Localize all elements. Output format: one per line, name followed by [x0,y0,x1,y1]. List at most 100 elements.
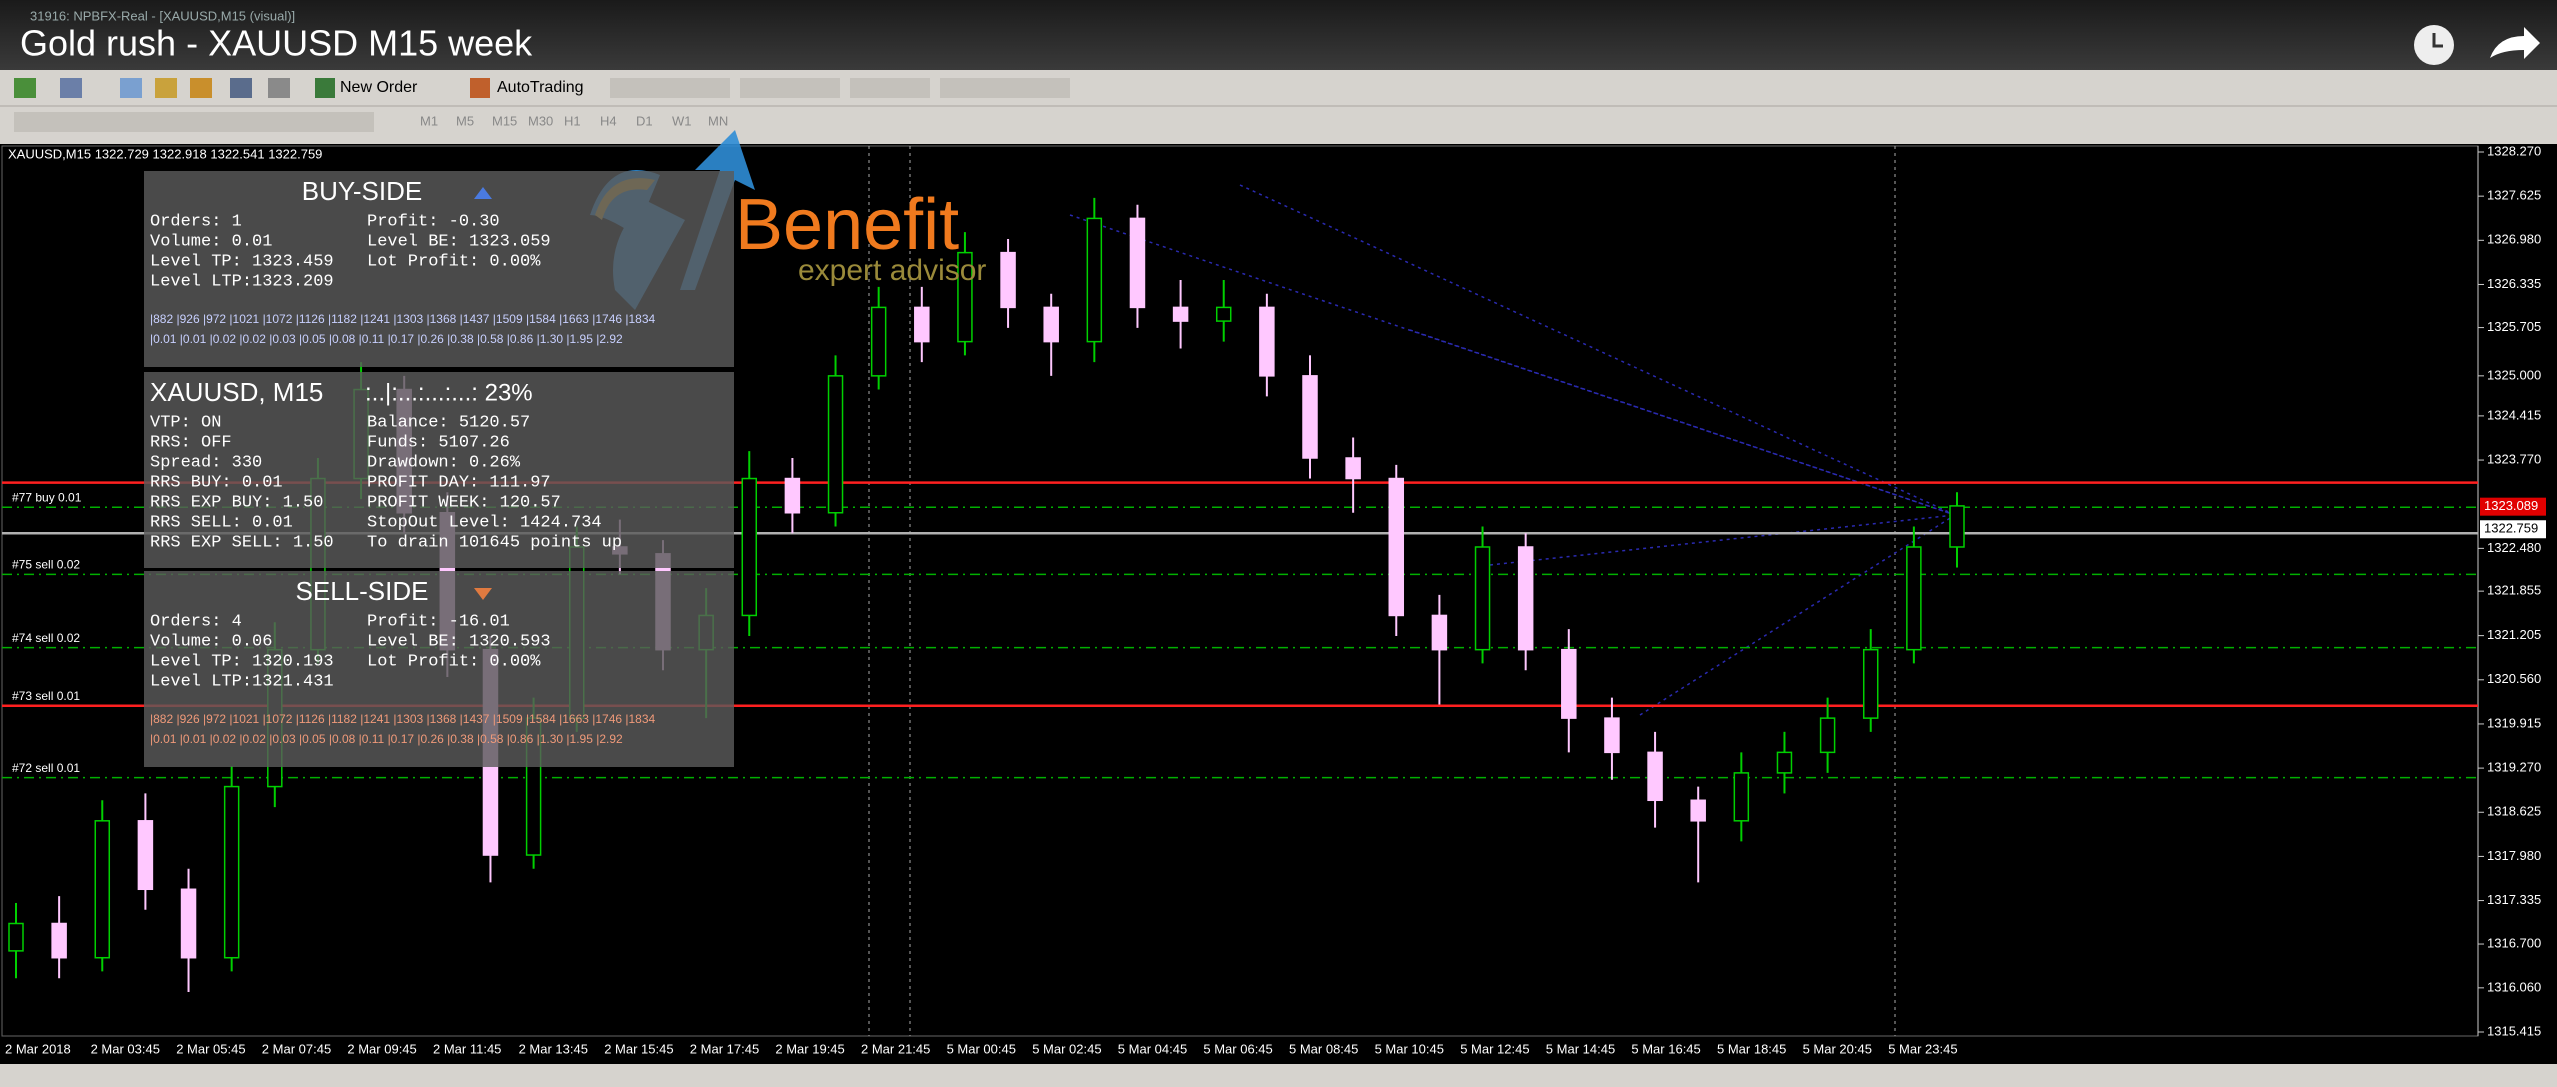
share-icon[interactable] [2490,27,2540,59]
y-tick-label: 1328.270 [2487,143,2541,158]
x-tick-label: 5 Mar 02:45 [1032,1041,1101,1056]
panel-field: Profit: -16.01 [367,612,510,631]
panel-field: Profit: -0.30 [367,212,500,231]
panel-title: XAUUSD, M15 [150,377,323,407]
timeframe-button[interactable]: M30 [528,113,553,128]
trade-link [1239,184,1956,516]
candle-body [223,785,240,959]
tool-icon[interactable] [230,78,252,98]
panel-field: VTP: ON [150,413,221,432]
x-tick-label: 2 Mar 19:45 [775,1041,844,1056]
panel-field: Volume: 0.01 [150,232,272,251]
timeframe-button[interactable]: M5 [456,113,474,128]
trade-link [1639,514,1956,716]
y-tick-label: 1316.060 [2487,979,2541,994]
indicator-buttons[interactable] [940,78,1070,98]
panel-field: Spread: 330 [150,453,262,472]
sell-arrow [474,588,492,600]
x-tick-label: 5 Mar 08:45 [1289,1041,1358,1056]
x-tick-label: 5 Mar 06:45 [1203,1041,1272,1056]
logo-tagline: expert advisor [798,254,986,287]
y-tick-label: 1315.415 [2487,1023,2541,1038]
tool-icon[interactable] [190,78,212,98]
timeframe-button[interactable]: H1 [564,113,581,128]
y-tick-label: 1316.700 [2487,935,2541,950]
candle-body [1561,648,1577,719]
candle-body [1517,546,1534,651]
x-tick-label: 2 Mar 21:45 [861,1041,930,1056]
chart-type-buttons[interactable] [610,78,730,98]
y-tick-label: 1320.560 [2487,671,2541,686]
candle-body [1862,648,1879,719]
x-tick-label: 2 Mar 2018 [5,1041,71,1056]
trade-arrows [1069,184,1956,716]
y-tick-label: 1321.855 [2487,583,2541,598]
panel-field: StopOut Level: 1424.734 [367,513,602,532]
panel-field: Balance: 5120.57 [367,413,530,432]
order-label: #77 buy 0.01 [12,490,82,504]
drawing-tools[interactable] [14,112,374,132]
header-bar [0,0,2557,70]
y-tick-label: 1318.625 [2487,804,2541,819]
panel-field: PROFIT WEEK: 120.57 [367,493,561,512]
y-tick-label: 1317.980 [2487,848,2541,863]
panel-field: To drain 101645 points up [367,533,622,552]
panel-field: Drawdown: 0.26% [367,453,521,472]
tool-icon[interactable] [14,78,36,98]
y-tick-label: 1321.205 [2487,627,2541,642]
panel-field: Level LTP:1321.431 [150,672,334,691]
new-order-icon[interactable] [315,78,335,98]
candle-body [1949,505,1965,548]
panel-field: Level LTP:1323.209 [150,272,334,291]
x-tick-label: 5 Mar 20:45 [1803,1041,1872,1056]
order-label: #72 sell 0.01 [12,761,80,775]
candle-body [94,820,111,959]
timeframe-button[interactable]: M15 [492,113,517,128]
timeframe-button[interactable]: D1 [636,113,653,128]
order-label: #75 sell 0.02 [12,558,80,572]
autotrading-icon[interactable] [470,78,490,98]
candle-body [827,375,844,514]
panel-bg [144,372,734,568]
panel-field: Orders: 1 [150,212,242,231]
lot-grid: |882 |926 |972 |1021 |1072 |1126 |1182 |… [150,312,656,326]
logo-name: Benefit [735,185,959,265]
candle-body [1388,477,1405,617]
candle-body [1819,717,1836,754]
panel-field: RRS EXP SELL: 1.50 [150,533,334,552]
tool-icon[interactable] [155,78,177,98]
lot-grid: |0.01 |0.01 |0.02 |0.02 |0.03 |0.05 |0.0… [150,332,623,346]
panel-bg [144,571,734,767]
y-tick-label: 1319.915 [2487,715,2541,730]
timeframe-button[interactable]: MN [708,113,728,128]
x-tick-label: 2 Mar 17:45 [690,1041,759,1056]
timeframe-button[interactable]: W1 [672,113,692,128]
candle-body [914,306,930,343]
panel-field: RRS BUY: 0.01 [150,473,283,492]
autotrading-button[interactable]: AutoTrading [497,79,584,96]
timeframe-button[interactable]: H4 [600,113,617,128]
candle-body [957,251,973,343]
x-tick-label: 2 Mar 05:45 [176,1041,245,1056]
x-tick-label: 2 Mar 03:45 [91,1041,160,1056]
candle-body [1000,251,1016,309]
x-tick-label: 5 Mar 04:45 [1118,1041,1187,1056]
trade-link [1489,514,1956,566]
tool-icon[interactable] [268,78,290,98]
panel-field: Volume: 0.06 [150,632,272,651]
ea-panels: BUY-SIDE Orders: 1 Profit: -0.30 Volume: 0.… [144,171,734,767]
panel-field: RRS SELL: 0.01 [150,513,293,532]
timeframe-button[interactable]: M1 [420,113,438,128]
zoom-buttons[interactable] [740,78,840,98]
tool-icon[interactable] [120,78,142,98]
y-tick-label: 1319.270 [2487,760,2541,775]
x-tick-label: 5 Mar 18:45 [1717,1041,1786,1056]
panel-field: Funds: 5107.26 [367,433,510,452]
tool-icon[interactable] [60,78,82,98]
x-tick-label: 2 Mar 13:45 [519,1041,588,1056]
window-title: 31916: NPBFX-Real - [XAUUSD,M15 (visual)… [30,8,295,23]
scroll-buttons[interactable] [850,78,930,98]
new-order-button[interactable]: New Order [340,79,418,96]
candle-body [741,477,758,617]
